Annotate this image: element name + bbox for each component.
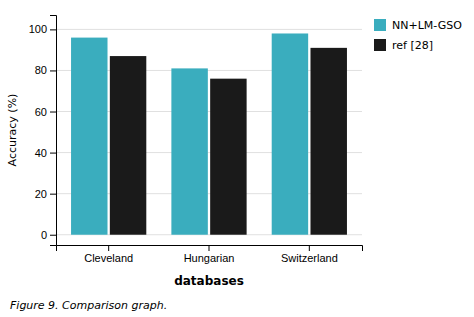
legend-item: NN+LM-GSO xyxy=(374,19,462,32)
grid-line xyxy=(56,29,362,30)
y-axis-line xyxy=(50,16,57,246)
x-axis-title: databases xyxy=(174,274,244,288)
y-tick-label: 20 xyxy=(35,188,47,200)
y-tick-label: 60 xyxy=(35,106,47,118)
legend-label: NN+LM-GSO xyxy=(392,19,462,32)
legend-swatch xyxy=(374,19,386,31)
y-tick-mark xyxy=(50,235,56,236)
x-tick: Cleveland xyxy=(84,245,133,264)
legend: NN+LM-GSO ref [28] xyxy=(374,19,462,52)
y-axis: 0 20 40 60 80 100 xyxy=(29,16,57,246)
y-tick: 80 xyxy=(35,64,56,76)
y-tick-mark xyxy=(50,29,56,30)
y-tick-label: 100 xyxy=(29,23,47,35)
bars xyxy=(71,33,347,234)
y-tick: 0 xyxy=(41,229,56,241)
bar xyxy=(210,79,246,235)
x-tick-label: Cleveland xyxy=(84,252,133,264)
y-tick-label: 0 xyxy=(41,229,47,241)
y-tick-mark xyxy=(50,153,56,154)
bar xyxy=(310,48,346,235)
x-tick: Hungarian xyxy=(184,245,235,264)
y-tick: 100 xyxy=(29,23,56,35)
x-tick-label: Switzerland xyxy=(281,252,338,264)
bar xyxy=(71,38,107,235)
y-axis-title: Accuracy (%) xyxy=(6,94,19,167)
x-tick-label: Hungarian xyxy=(184,252,235,264)
chart-svg: 0 20 40 60 80 100 Cleveland Hungarian Switzerlan… xyxy=(0,0,474,317)
y-tick: 60 xyxy=(35,106,56,118)
y-tick: 40 xyxy=(35,147,56,159)
y-tick: 20 xyxy=(35,188,56,200)
caption: Figure 9. Comparison graph. xyxy=(10,299,167,312)
grid xyxy=(56,29,362,234)
x-axis-line xyxy=(57,246,363,252)
bar xyxy=(110,56,146,235)
plot-area: 0 20 40 60 80 100 Cleveland Hungarian Switzerlan… xyxy=(6,16,363,289)
x-tick-mark xyxy=(309,245,310,251)
x-tick-mark xyxy=(209,245,210,251)
y-tick-label: 80 xyxy=(35,64,47,76)
y-tick-mark xyxy=(50,70,56,71)
x-tick-mark xyxy=(108,245,109,251)
y-tick-mark xyxy=(50,194,56,195)
y-tick-label: 40 xyxy=(35,147,47,159)
bar xyxy=(272,33,308,234)
x-axis: Cleveland Hungarian Switzerland xyxy=(57,245,363,264)
legend-item: ref [28] xyxy=(374,39,433,52)
legend-swatch xyxy=(374,39,386,51)
bar xyxy=(171,68,207,234)
x-tick: Switzerland xyxy=(281,245,338,264)
y-tick-mark xyxy=(50,112,56,113)
chart-container: 0 20 40 60 80 100 Cleveland Hungarian Switzerlan… xyxy=(0,0,474,317)
legend-label: ref [28] xyxy=(392,39,433,52)
